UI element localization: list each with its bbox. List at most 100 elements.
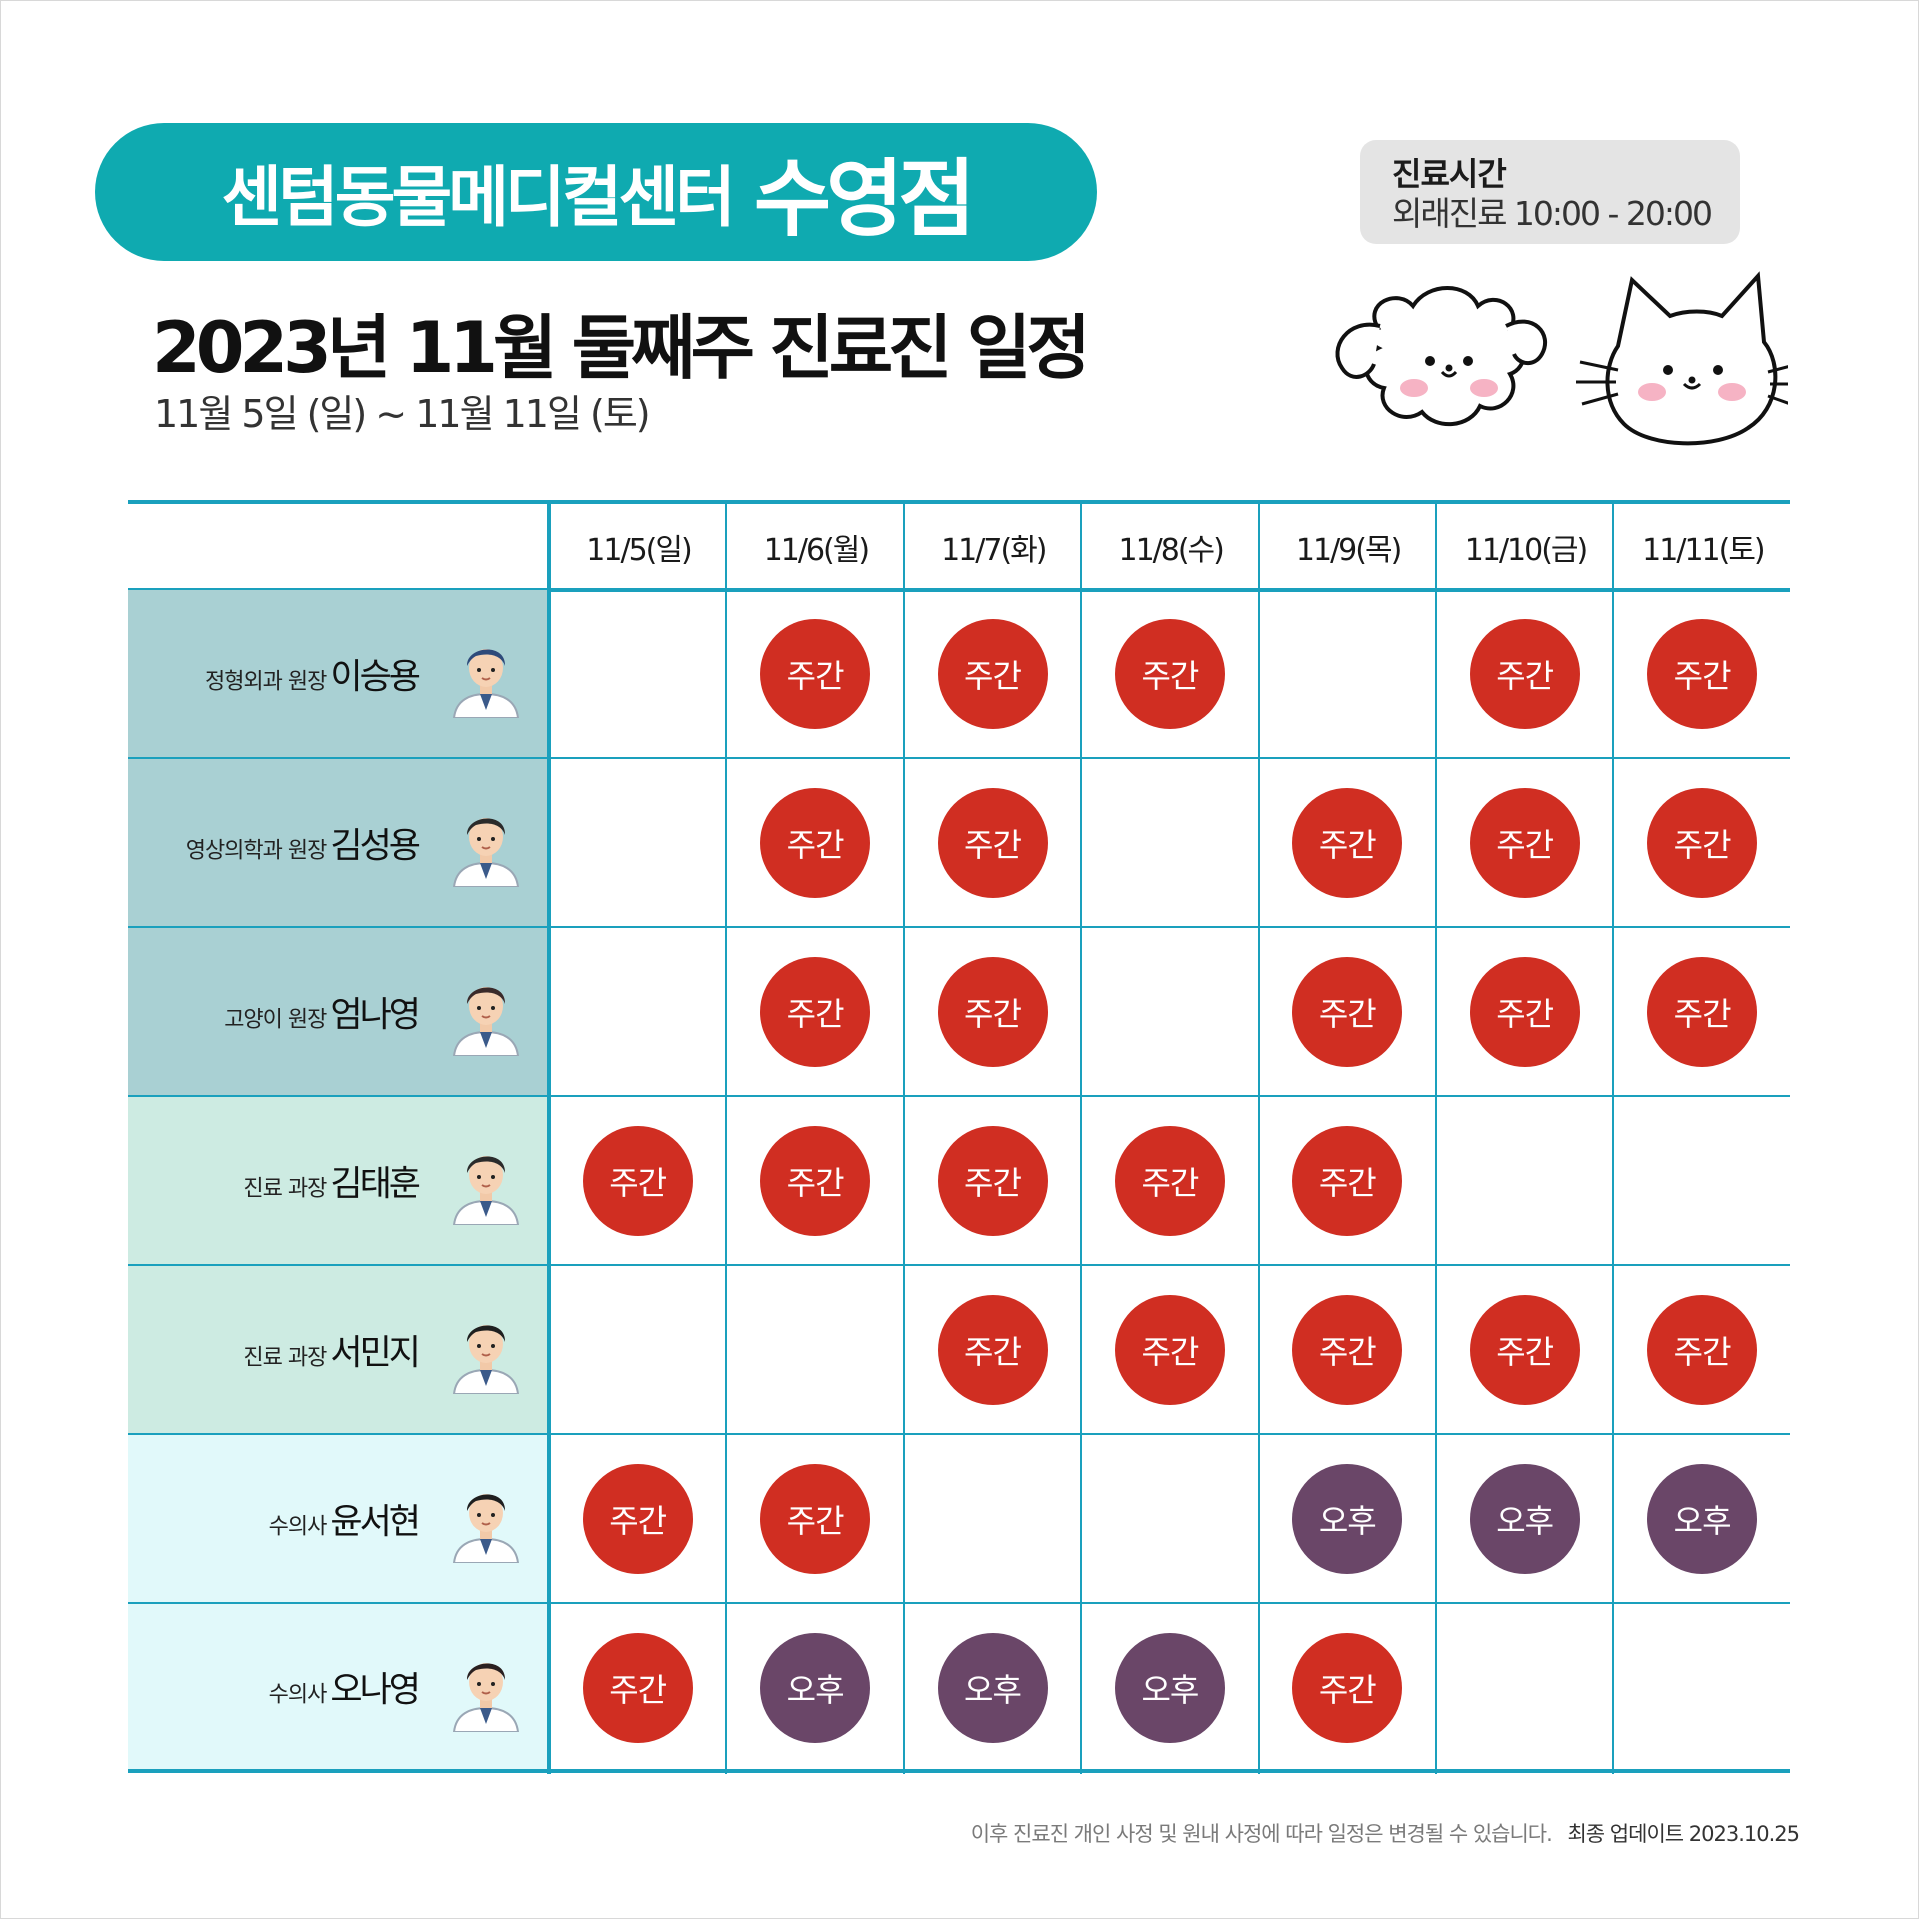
day-shift-badge: 주간: [760, 1463, 871, 1574]
day-header: 11/11(토): [1642, 533, 1765, 568]
doctor-label: 고양이 원장 엄나영: [224, 986, 421, 1037]
day-header: 11/7(화): [941, 533, 1047, 568]
doctor-name: 윤서현: [330, 1502, 421, 1542]
last-updated: 최종 업데이트 2023.10.25: [1567, 1822, 1800, 1846]
hours-label: 진료시간: [1392, 155, 1507, 193]
column-divider: [547, 500, 551, 1774]
day-shift-badge: 주간: [1292, 956, 1403, 1067]
day-shift-badge: 주간: [760, 787, 871, 898]
doctor-label: 영상의학과 원장 김성용: [186, 817, 421, 868]
footer-notice: 이후 진료진 개인 사정 및 원내 사정에 따라 일정은 변경될 수 있습니다.: [970, 1822, 1553, 1846]
doctor-avatar-icon: [452, 987, 520, 1056]
day-shift-badge: 주간: [582, 1125, 693, 1236]
pm-shift-badge: 오후: [1469, 1463, 1580, 1574]
day-shift-badge: 주간: [582, 1463, 693, 1574]
doctor-cell: 수의사 윤서현: [128, 1435, 548, 1602]
day-shift-badge: 주간: [1114, 618, 1225, 729]
pm-shift-badge: 오후: [1647, 1463, 1758, 1574]
day-shift-badge: 주간: [937, 1294, 1048, 1405]
doctor-label: 정형외과 원장 이승용: [204, 648, 421, 699]
day-shift-badge: 주간: [1114, 1294, 1225, 1405]
doctor-avatar-icon: [452, 1325, 520, 1394]
doctor-row: 진료 과장 김태훈 주간 주간 주간 주간 주간: [128, 1097, 1790, 1266]
cat-face: [1663, 365, 1723, 390]
doctor-row: 수의사 윤서현 주간 주간 오후 오후 오후: [128, 1435, 1790, 1604]
doctor-title: 진료 과장: [243, 1345, 327, 1370]
page-title: 2023년 11월 둘째주 진료진 일정: [152, 307, 1091, 389]
day-shift-badge: 주간: [937, 956, 1048, 1067]
doctor-title: 수의사: [268, 1682, 328, 1707]
doctor-name: 서민지: [330, 1333, 421, 1373]
cat-whiskers: [1576, 360, 1788, 406]
day-shift-badge: 주간: [1114, 1125, 1225, 1236]
day-shift-badge: 주간: [1292, 1125, 1403, 1236]
doctor-title: 고양이 원장: [224, 1007, 327, 1032]
doctor-name: 엄나영: [330, 995, 421, 1035]
doctor-avatar-icon: [452, 1156, 520, 1225]
doctor-cell: 고양이 원장 엄나영: [128, 928, 548, 1095]
doctor-title: 정형외과 원장: [204, 669, 327, 694]
doctor-row: 수의사 오나영 주간 오후 오후 오후 주간: [128, 1604, 1790, 1773]
doctor-cell: 진료 과장 서민지: [128, 1266, 548, 1433]
doctor-cell: 진료 과장 김태훈: [128, 1097, 548, 1264]
pet-illustration: [1335, 271, 1788, 446]
day-shift-badge: 주간: [1469, 787, 1580, 898]
hours-value: 외래진료 10:00 - 20:00: [1392, 194, 1713, 233]
column-divider: [1435, 500, 1437, 1774]
doctor-avatar-icon: [452, 1663, 520, 1732]
day-shift-badge: 주간: [1647, 618, 1758, 729]
doctor-title: 진료 과장: [243, 1176, 327, 1201]
day-shift-badge: 주간: [1292, 787, 1403, 898]
day-shift-badge: 주간: [1647, 787, 1758, 898]
day-header: 11/9(목): [1295, 533, 1402, 568]
branch-name: 수영점: [753, 149, 976, 248]
doctor-cell: 정형외과 원장 이승용: [128, 590, 548, 757]
date-range: 11월 5일 (일) ~ 11월 11일 (토): [154, 392, 651, 436]
doctor-name: 김태훈: [330, 1164, 421, 1204]
hours-box: 진료시간 외래진료 10:00 - 20:00: [1360, 140, 1740, 244]
doctor-name: 김성용: [330, 826, 421, 866]
day-shift-badge: 주간: [1469, 956, 1580, 1067]
cat-icon: [1605, 271, 1778, 446]
table-top-rule: [128, 500, 1790, 504]
doctor-avatar-icon: [452, 649, 520, 718]
doctor-title: 수의사: [268, 1514, 328, 1539]
doctor-cell: 영상의학과 원장 김성용: [128, 759, 548, 926]
clinic-banner: 센텀동물메디컬센터 수영점: [95, 123, 1097, 261]
day-shift-badge: 주간: [760, 618, 871, 729]
header-bottom-rule: [128, 588, 1790, 592]
column-divider: [1257, 500, 1260, 1774]
day-shift-badge: 주간: [1292, 1632, 1403, 1743]
pm-shift-badge: 오후: [937, 1632, 1048, 1743]
doctor-row: 영상의학과 원장 김성용 주간 주간 주간 주간 주간: [128, 759, 1790, 928]
doctor-label: 수의사 오나영: [268, 1661, 421, 1712]
doctor-cell: 수의사 오나영: [128, 1604, 548, 1769]
day-shift-badge: 주간: [1647, 956, 1758, 1067]
day-shift-badge: 주간: [760, 1125, 871, 1236]
doctor-row: 진료 과장 서민지 주간 주간 주간 주간 주간: [128, 1266, 1790, 1435]
day-shift-badge: 주간: [937, 1125, 1048, 1236]
doctor-name: 오나영: [330, 1670, 421, 1710]
pm-shift-badge: 오후: [1292, 1463, 1403, 1574]
doctor-row: 고양이 원장 엄나영 주간 주간 주간 주간 주간: [128, 928, 1790, 1097]
day-shift-badge: 주간: [937, 618, 1048, 729]
day-shift-badge: 주간: [937, 787, 1048, 898]
day-shift-badge: 주간: [1647, 1294, 1758, 1405]
day-shift-badge: 주간: [582, 1632, 693, 1743]
column-divider: [1612, 500, 1615, 1774]
day-header: 11/6(월): [763, 533, 870, 568]
doctor-avatar-icon: [452, 1494, 520, 1563]
day-header: 11/10(금): [1464, 533, 1588, 568]
day-header: 11/5(일): [586, 533, 692, 568]
doctor-label: 진료 과장 서민지: [243, 1324, 421, 1375]
clinic-name: 센텀동물메디컬센터: [221, 159, 735, 236]
day-shift-badge: 주간: [1292, 1294, 1403, 1405]
day-header: 11/8(수): [1118, 533, 1224, 568]
day-shift-badge: 주간: [760, 956, 871, 1067]
pm-shift-badge: 오후: [760, 1632, 871, 1743]
column-divider: [725, 500, 728, 1774]
doctor-row: 정형외과 원장 이승용 주간 주간 주간 주간 주간: [128, 590, 1790, 759]
pm-shift-badge: 오후: [1114, 1632, 1225, 1743]
day-shift-badge: 주간: [1469, 1294, 1580, 1405]
dog-icon: [1335, 286, 1548, 426]
